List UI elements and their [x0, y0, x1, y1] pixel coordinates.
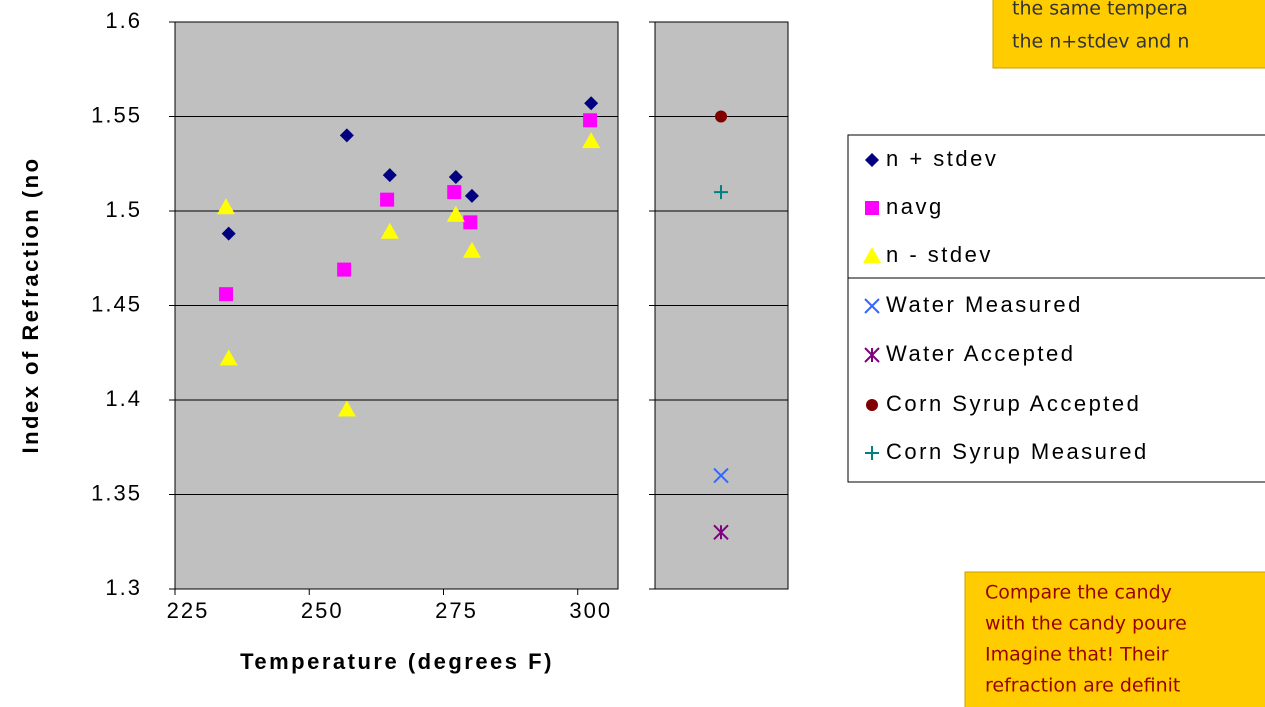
y-tick-label: 1.5 [105, 197, 142, 222]
x-tick-label: 225 [167, 598, 210, 623]
y-tick-label: 1.45 [91, 291, 142, 316]
x-tick-label: 275 [435, 598, 478, 623]
point [462, 241, 481, 258]
legend-label: Water Accepted [886, 341, 1075, 366]
point [380, 192, 395, 207]
point [713, 467, 729, 484]
point [221, 226, 236, 241]
point [464, 188, 479, 203]
y-tick-label: 1.35 [91, 480, 142, 505]
point [380, 222, 399, 239]
legend-label: Water Measured [886, 292, 1083, 317]
y-tick-label: 1.4 [105, 386, 142, 411]
note-text: the n+stdev and n [1012, 31, 1189, 53]
point [713, 524, 729, 541]
point [448, 169, 463, 184]
legend-label: navg [886, 194, 944, 219]
point [219, 287, 234, 302]
legend-swatch [866, 399, 878, 411]
point [584, 96, 599, 111]
point [714, 185, 728, 200]
point [715, 110, 727, 123]
point [382, 168, 397, 183]
note-box [964, 571, 1265, 707]
y-tick-label: 1.55 [91, 102, 142, 127]
legend-swatch [864, 347, 880, 363]
legend-label: n + stdev [886, 146, 998, 171]
point [446, 205, 465, 222]
note-text: with the candy poure [985, 613, 1187, 635]
y-tick-label: 1.3 [105, 575, 142, 600]
point [217, 198, 236, 215]
legend-swatch [863, 247, 881, 263]
x-tick-label: 300 [569, 598, 612, 623]
x-axis-title: Temperature (degrees F) [240, 649, 554, 674]
y-tick-label: 1.6 [105, 8, 142, 33]
point [447, 185, 462, 200]
legend-swatch [865, 446, 879, 460]
point [337, 262, 352, 277]
note-text: refraction are definit [985, 675, 1180, 697]
point [337, 400, 356, 417]
legend-swatch [865, 201, 879, 215]
y-axis-title: Index of Refraction (no [18, 156, 43, 453]
point [339, 128, 354, 143]
note-box [992, 0, 1265, 69]
point [583, 113, 598, 128]
point [219, 349, 238, 366]
legend-label: n - stdev [886, 242, 993, 267]
legend-swatch [865, 153, 879, 167]
note-text: Compare the candy [985, 582, 1172, 604]
legend-label: Corn Syrup Accepted [886, 391, 1141, 416]
legend-swatch [864, 298, 880, 314]
legend-box [847, 134, 1265, 483]
point [582, 132, 601, 149]
point [463, 215, 478, 230]
x-tick-label: 250 [301, 598, 344, 623]
note-text: the same tempera [1012, 0, 1188, 20]
legend-label: Corn Syrup Measured [886, 439, 1149, 464]
note-text: Imagine that! Their [985, 644, 1169, 666]
